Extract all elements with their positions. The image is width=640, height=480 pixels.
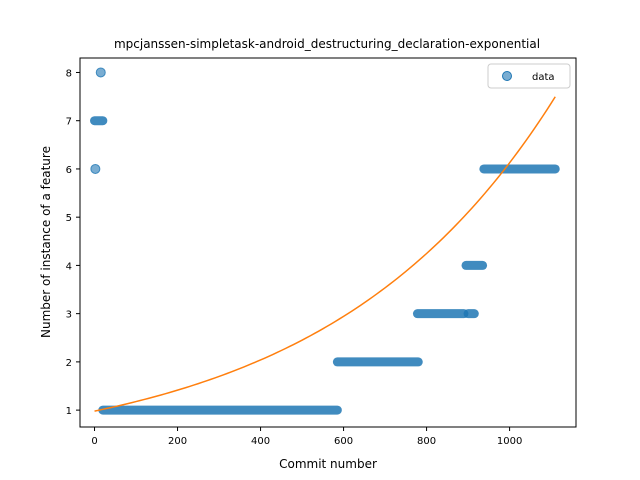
x-tick-label-0: 0	[91, 436, 97, 447]
y-tick-label-8: 8	[66, 68, 72, 79]
exponential-fit-line	[94, 96, 556, 412]
x-axis-title: Commit number	[279, 457, 377, 471]
y-tick-label-2: 2	[66, 358, 72, 369]
y-tick-label-1: 1	[66, 406, 72, 417]
data-point-0	[90, 163, 101, 174]
x-tick-label-1000: 1000	[497, 436, 522, 447]
legend: data	[487, 63, 571, 89]
y-tick-label-7: 7	[66, 117, 72, 128]
data-point-1	[95, 67, 106, 78]
y-tick-label-5: 5	[66, 213, 72, 224]
y-axis-title: Number of instance of a feature	[39, 146, 53, 338]
x-tick-label-200: 200	[168, 436, 187, 447]
plot-area	[90, 67, 560, 415]
x-tick-label-600: 600	[334, 436, 353, 447]
y-tick-label-6: 6	[66, 165, 72, 176]
legend-label-data: data	[532, 72, 555, 83]
axes-frame	[79, 57, 577, 428]
legend-marker-data	[502, 71, 512, 81]
y-tick-label-3: 3	[66, 310, 72, 321]
x-tick-label-800: 800	[417, 436, 436, 447]
y-axis: 1 2 3 4 5 6 7 8	[66, 68, 80, 417]
x-tick-label-400: 400	[251, 436, 270, 447]
chart-title: mpcjanssen-simpletask-android_destructur…	[114, 37, 540, 51]
legend-box	[487, 63, 571, 89]
x-axis: 0 200 400 600 800 1000	[91, 427, 522, 447]
y-tick-label-4: 4	[66, 261, 72, 272]
